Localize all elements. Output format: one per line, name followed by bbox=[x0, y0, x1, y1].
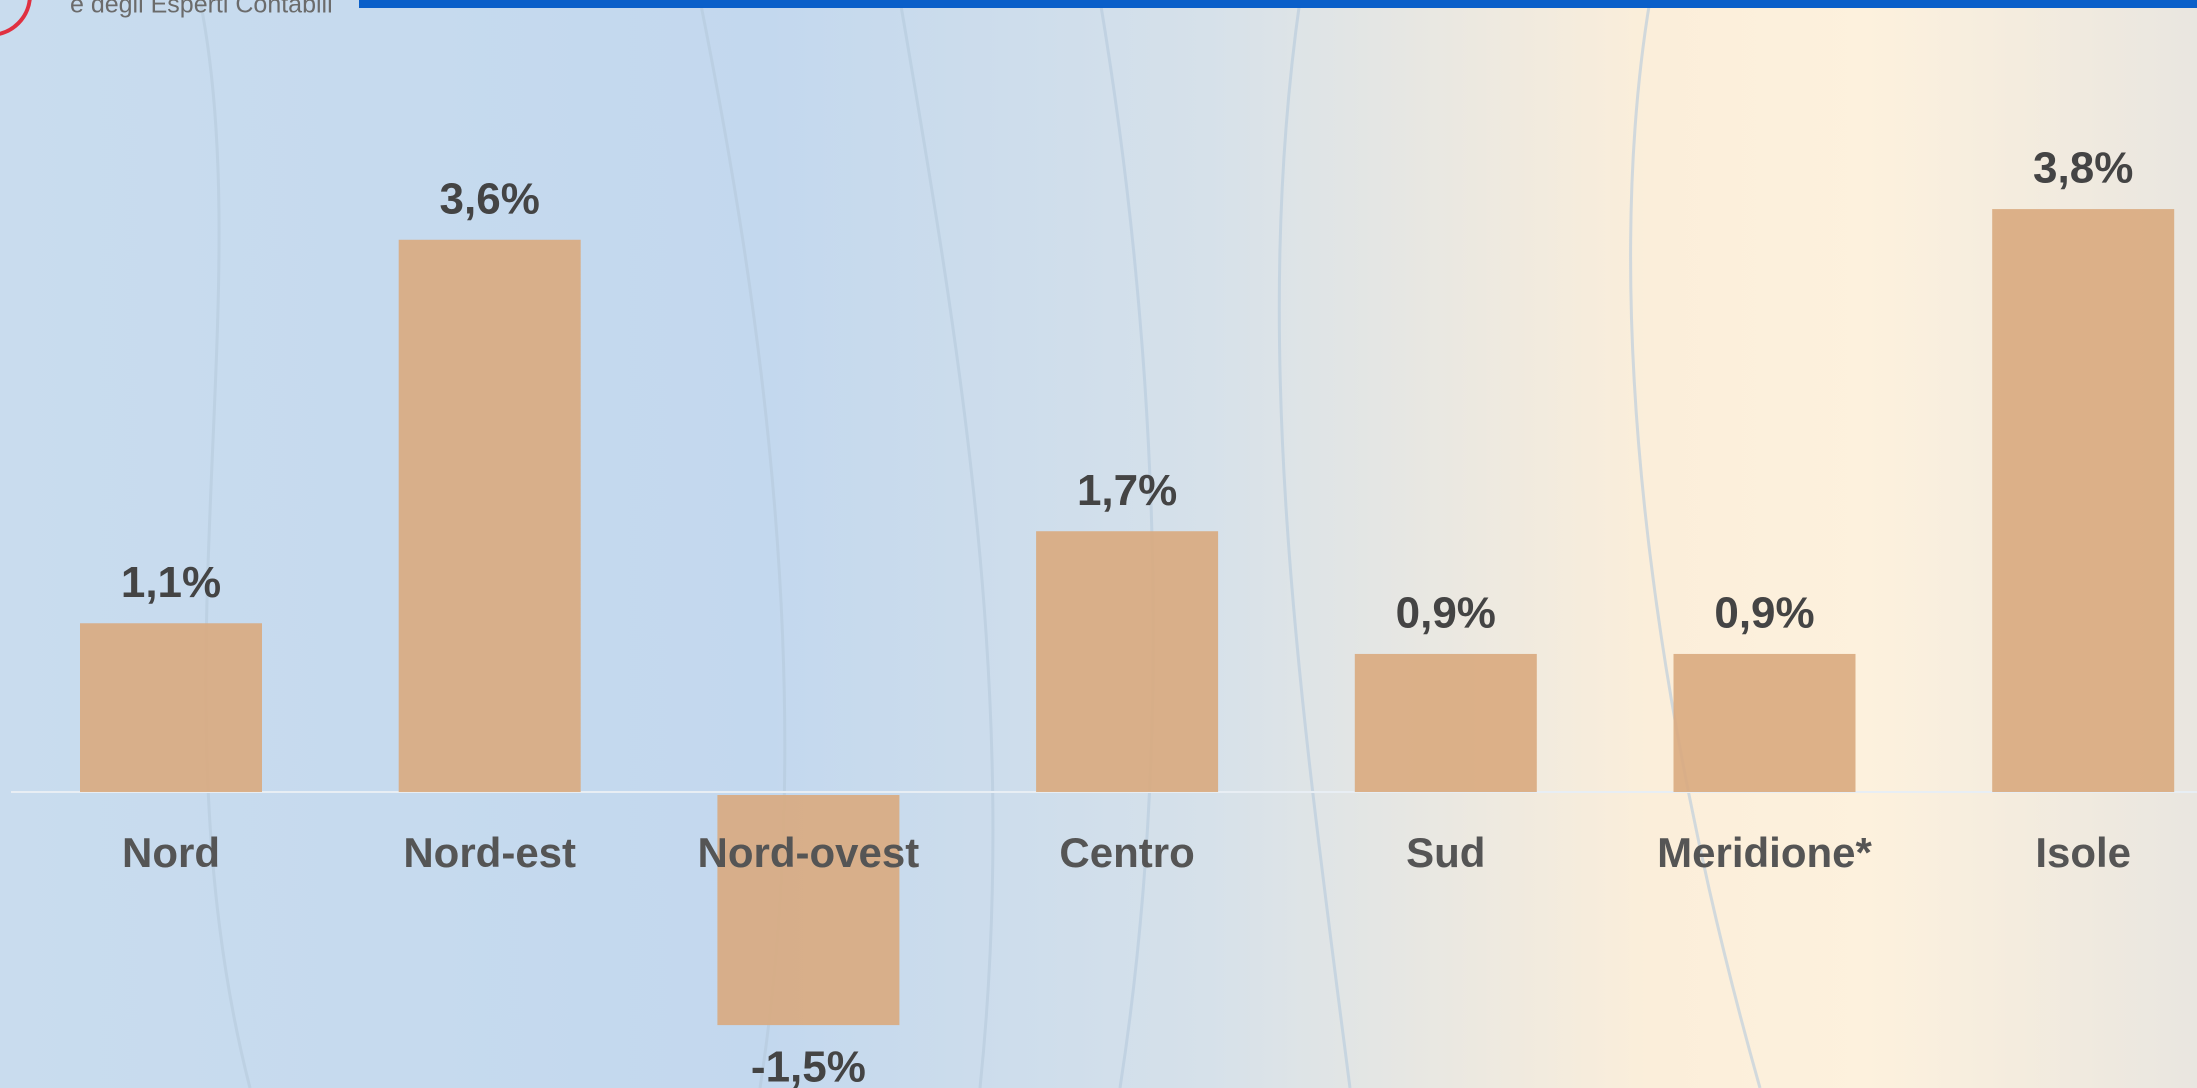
value-label: 3,8% bbox=[2033, 144, 2133, 193]
bar bbox=[398, 239, 581, 792]
value-label: -1,5% bbox=[751, 1043, 866, 1088]
value-label: 1,1% bbox=[121, 558, 221, 607]
bar bbox=[1036, 531, 1219, 792]
top-bar bbox=[359, 0, 2197, 8]
bar bbox=[80, 623, 262, 792]
value-label: 3,6% bbox=[440, 174, 540, 223]
background-pattern bbox=[198, 0, 1762, 1088]
value-label: 0,9% bbox=[1396, 589, 1496, 638]
x-tick-label: Centro bbox=[1059, 829, 1194, 876]
x-tick-label: Nord-ovest bbox=[698, 829, 920, 876]
bar bbox=[1673, 653, 1856, 792]
x-tick-label: Meridione* bbox=[1657, 829, 1872, 876]
x-tick-label: Nord bbox=[122, 829, 220, 876]
bar bbox=[717, 795, 900, 1026]
logo-text: e degli Esperti Contabili bbox=[70, 0, 333, 19]
x-tick-label: Sud bbox=[1406, 829, 1485, 876]
value-label: 0,9% bbox=[1714, 589, 1814, 638]
value-label: 1,7% bbox=[1077, 466, 1177, 515]
bar bbox=[1992, 209, 2175, 792]
x-tick-label: Nord-est bbox=[403, 829, 576, 876]
x-tick-label: Isole bbox=[2035, 829, 2131, 876]
bar bbox=[1354, 653, 1537, 792]
